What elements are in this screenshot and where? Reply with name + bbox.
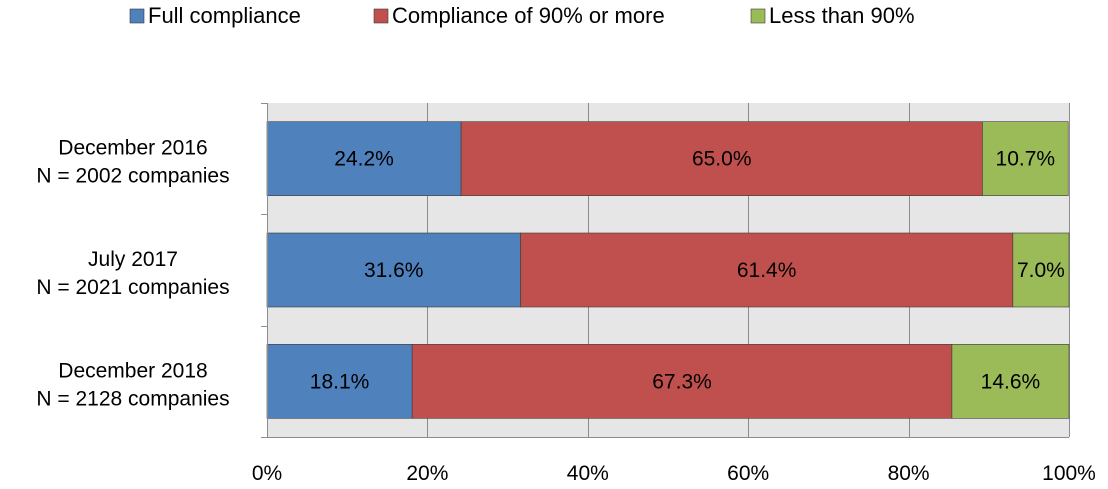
data-label: 61.4% — [737, 259, 797, 282]
legend-label: Compliance of 90% or more — [392, 3, 665, 28]
x-tick-label: 40% — [567, 462, 609, 485]
x-tick-label: 60% — [727, 462, 769, 485]
legend-label: Less than 90% — [769, 3, 915, 28]
legend-label: Full compliance — [148, 3, 301, 28]
category-labels: December 2016 N = 2002 companies July 2017… — [36, 137, 229, 411]
data-label: 31.6% — [364, 259, 424, 282]
category-label-line1: December 2016 — [58, 137, 207, 160]
category-label-line1: July 2017 — [88, 248, 178, 271]
category-label-line2: N = 2128 companies — [36, 387, 229, 410]
data-label: 10.7% — [996, 148, 1056, 171]
bar-segment — [982, 121, 1069, 196]
bar-segment — [951, 344, 1070, 419]
category-label-line2: N = 2021 companies — [36, 276, 229, 299]
x-tick-label: 80% — [888, 462, 930, 485]
legend-swatch — [750, 8, 766, 24]
bar-segment — [460, 121, 983, 196]
x-axis-ticks: 0% 20% 40% 60% 80% 100% — [252, 462, 1096, 485]
data-label: 24.2% — [334, 148, 394, 171]
legend-swatch — [129, 8, 145, 24]
bar-segment — [266, 344, 413, 419]
bar-segment — [411, 344, 953, 419]
axes — [261, 103, 1069, 438]
x-tick-label: 20% — [406, 462, 448, 485]
legend: Full compliance Compliance of 90% or more… — [129, 3, 915, 28]
x-tick-label: 100% — [1042, 462, 1096, 485]
x-tick-label: 0% — [252, 462, 282, 485]
category-label-line1: December 2018 — [58, 359, 207, 382]
data-label: 65.0% — [692, 148, 752, 171]
data-label: 14.6% — [981, 370, 1041, 393]
data-label: 7.0% — [1017, 259, 1065, 282]
data-label: 18.1% — [310, 370, 370, 393]
bars: 24.2% 65.0% 10.7% 31.6% 61.4% 7.0% 18.1% 67.3% 1… — [266, 121, 1070, 419]
legend-swatch — [373, 8, 389, 24]
data-label: 67.3% — [652, 370, 712, 393]
bar-segment — [1012, 232, 1070, 308]
category-label-line2: N = 2002 companies — [36, 165, 229, 188]
